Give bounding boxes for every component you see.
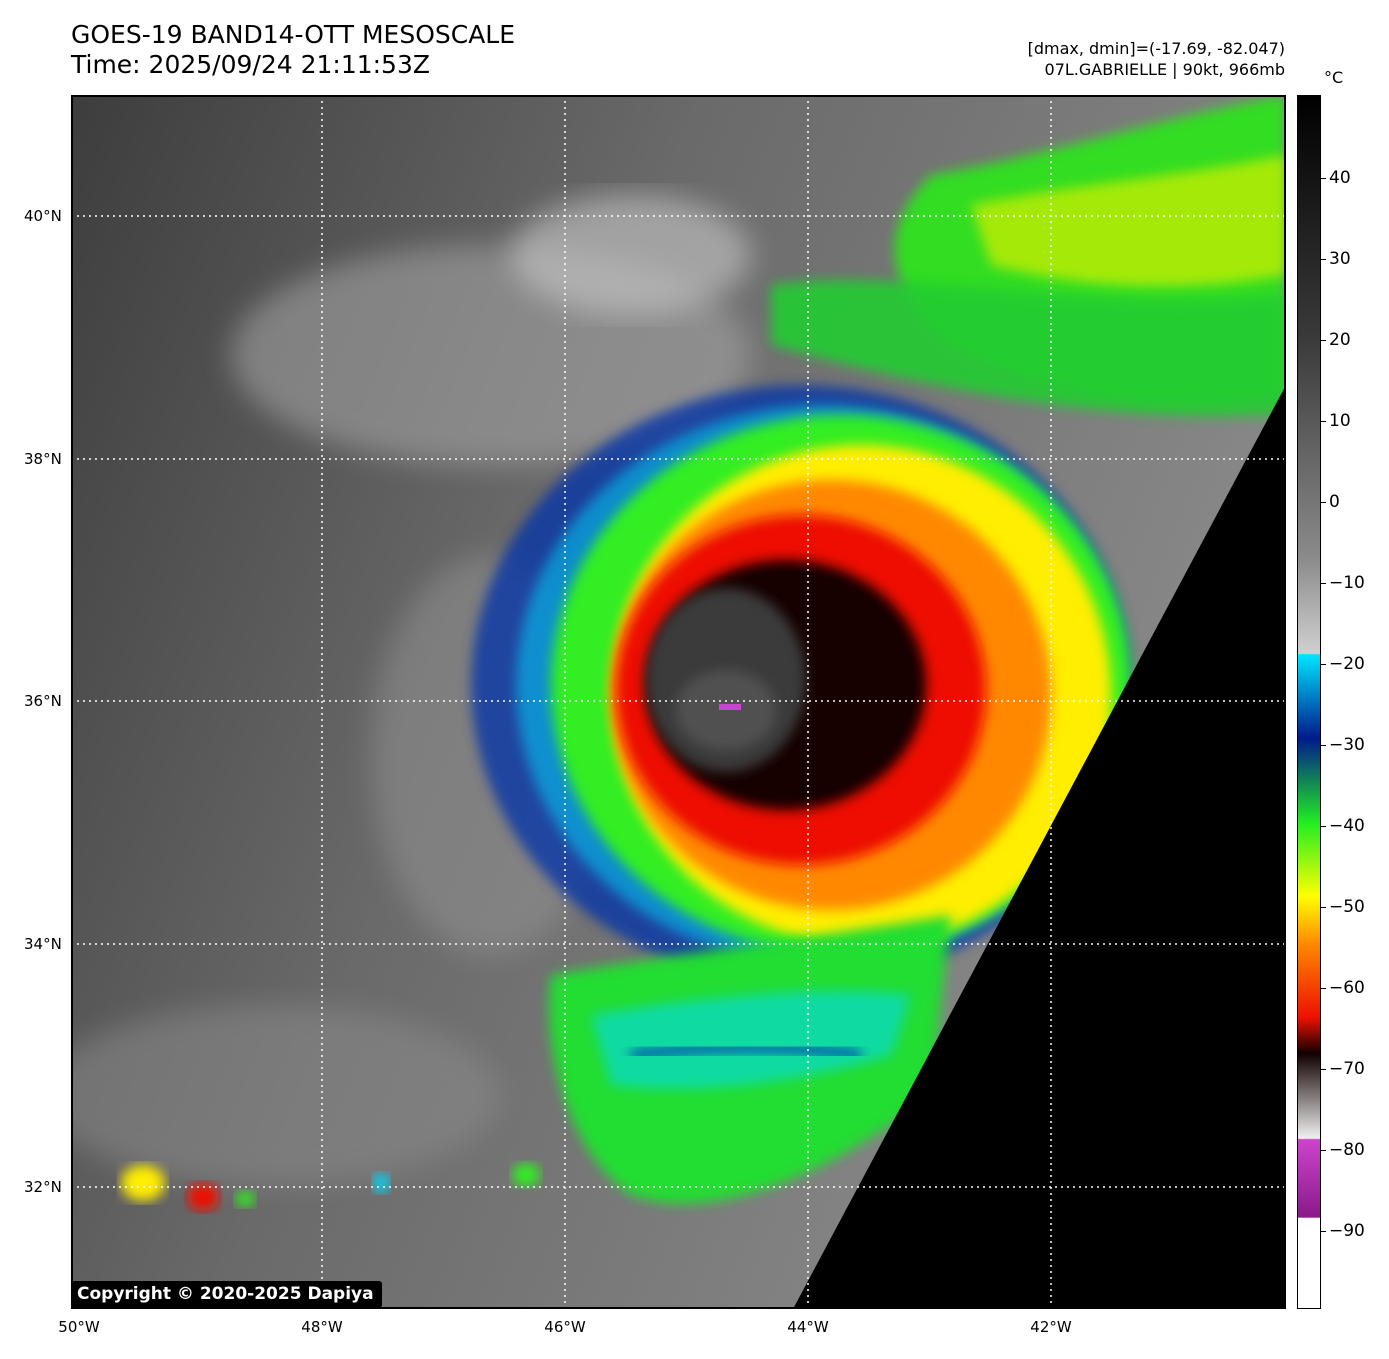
colorbar-tick-label: 20 <box>1329 330 1351 350</box>
colorbar-tick <box>1321 988 1326 989</box>
colorbar-tick-label: −80 <box>1329 1140 1365 1160</box>
colorbar-tick <box>1321 259 1326 260</box>
lon-label-50w: 50°W <box>58 1318 100 1336</box>
colorbar-tick-label: −40 <box>1329 816 1365 836</box>
copyright-badge: Copyright © 2020-2025 Dapiya <box>71 1281 382 1308</box>
colorbar-tick <box>1321 664 1326 665</box>
lat-label-32n: 32°N <box>24 1178 62 1196</box>
lon-label-42w: 42°W <box>1030 1318 1072 1336</box>
colorbar-tick <box>1321 583 1326 584</box>
colorbar-tick-label: 30 <box>1329 249 1351 269</box>
colorbar-tick-label: 0 <box>1329 492 1340 512</box>
storm-info: [dmax, dmin]=(-17.69, -82.047) 07L.GABRI… <box>1028 38 1285 80</box>
lat-label-40n: 40°N <box>24 207 62 225</box>
time-stamp: Time: 2025/09/24 21:11:53Z <box>71 50 430 79</box>
temperature-range: [dmax, dmin]=(-17.69, -82.047) <box>1027 39 1285 58</box>
colorbar-tick <box>1321 1150 1326 1151</box>
lat-label-36n: 36°N <box>24 692 62 710</box>
lat-label-38n: 38°N <box>24 450 62 468</box>
colorbar-tick <box>1321 178 1326 179</box>
small-storm-cells <box>121 1163 540 1211</box>
colorbar-tick-label: 10 <box>1329 411 1351 431</box>
colorbar-tick <box>1321 826 1326 827</box>
lon-label-46w: 46°W <box>544 1318 586 1336</box>
colorbar-tick <box>1321 502 1326 503</box>
colorbar <box>1297 95 1321 1309</box>
colorbar-tick <box>1321 745 1326 746</box>
ir-imagery <box>71 95 1286 1309</box>
lat-label-34n: 34°N <box>24 935 62 953</box>
lon-label-48w: 48°W <box>301 1318 343 1336</box>
colorbar-tick-label: −50 <box>1329 897 1365 917</box>
no-data-region <box>793 385 1286 1309</box>
colorbar-tick <box>1321 421 1326 422</box>
colorbar-tick-label: −30 <box>1329 735 1365 755</box>
colorbar-tick-label: 40 <box>1329 168 1351 188</box>
storm-id: 07L.GABRIELLE | 90kt, 966mb <box>1044 60 1285 79</box>
colorbar-tick-label: −70 <box>1329 1059 1365 1079</box>
graticule <box>71 95 1286 1309</box>
colorbar-tick-label: −60 <box>1329 978 1365 998</box>
colorbar-tick <box>1321 1231 1326 1232</box>
product-title: GOES-19 BAND14-OTT MESOSCALE <box>71 20 516 49</box>
colorbar-tick-label: −20 <box>1329 654 1365 674</box>
map-title: GOES-19 BAND14-OTT MESOSCALE Time: 2025/… <box>71 20 515 80</box>
colorbar-tick <box>1321 340 1326 341</box>
lon-label-44w: 44°W <box>787 1318 829 1336</box>
colorbar-tick <box>1321 1069 1326 1070</box>
colorbar-unit: °C <box>1324 68 1344 87</box>
satellite-image <box>71 95 1286 1309</box>
colorbar-tick-label: −90 <box>1329 1221 1365 1241</box>
colorbar-tick-label: −10 <box>1329 573 1365 593</box>
colorbar-tick <box>1321 907 1326 908</box>
eye-warm-spot <box>719 704 741 710</box>
